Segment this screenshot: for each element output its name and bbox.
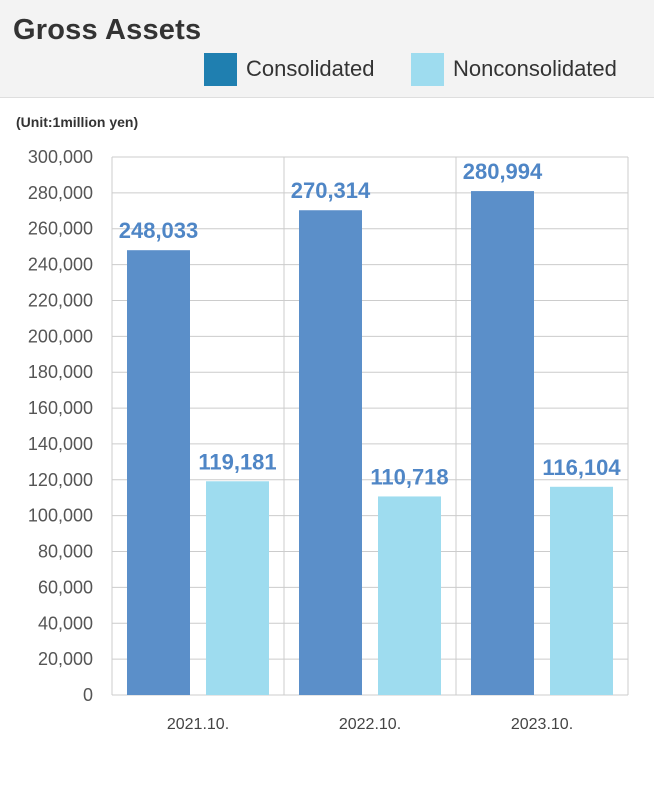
data-label: 270,314 [291,178,371,203]
y-tick-label: 0 [83,685,93,705]
unit-label: (Unit:1million yen) [16,114,139,130]
y-tick-label: 160,000 [28,398,93,418]
data-label: 110,718 [370,464,448,489]
y-tick-label: 200,000 [28,326,93,346]
bar-consolidated [127,250,190,695]
legend-label-consolidated: Consolidated [246,56,375,81]
y-tick-label: 140,000 [28,434,93,454]
chart-title: Gross Assets [13,14,202,46]
legend-label-nonconsolidated: Nonconsolidated [453,56,617,81]
chart-header: Gross Assets Consolidated Nonconsolidate… [0,0,654,98]
legend-item-consolidated: Consolidated [204,52,374,86]
y-tick-label: 100,000 [28,506,93,526]
y-tick-label: 240,000 [28,255,93,275]
x-tick-label: 2023.10. [511,716,573,733]
legend-swatch-nonconsolidated [411,52,444,86]
y-tick-label: 60,000 [38,577,93,597]
legend-item-nonconsolidated: Nonconsolidated [411,52,617,86]
bar-nonconsolidated [550,486,613,695]
data-label: 248,033 [119,218,199,243]
x-tick-label: 2021.10. [167,716,229,733]
y-tick-label: 260,000 [28,219,93,239]
bar-nonconsolidated [378,496,441,695]
y-tick-label: 40,000 [38,613,93,633]
legend-swatch-consolidated [204,52,237,86]
data-label: 280,994 [463,159,543,184]
y-tick-label: 300,000 [28,147,93,167]
y-tick-label: 180,000 [28,362,93,382]
x-tick-label: 2022.10. [339,716,401,733]
bar-consolidated [471,191,534,695]
y-tick-label: 280,000 [28,183,93,203]
data-label: 119,181 [198,449,276,474]
y-tick-label: 20,000 [38,649,93,669]
y-tick-label: 220,000 [28,290,93,310]
data-label: 116,104 [542,455,621,480]
bar-nonconsolidated [206,481,269,695]
bar-consolidated [299,210,362,696]
y-tick-label: 120,000 [28,470,93,490]
y-tick-label: 80,000 [38,542,93,562]
